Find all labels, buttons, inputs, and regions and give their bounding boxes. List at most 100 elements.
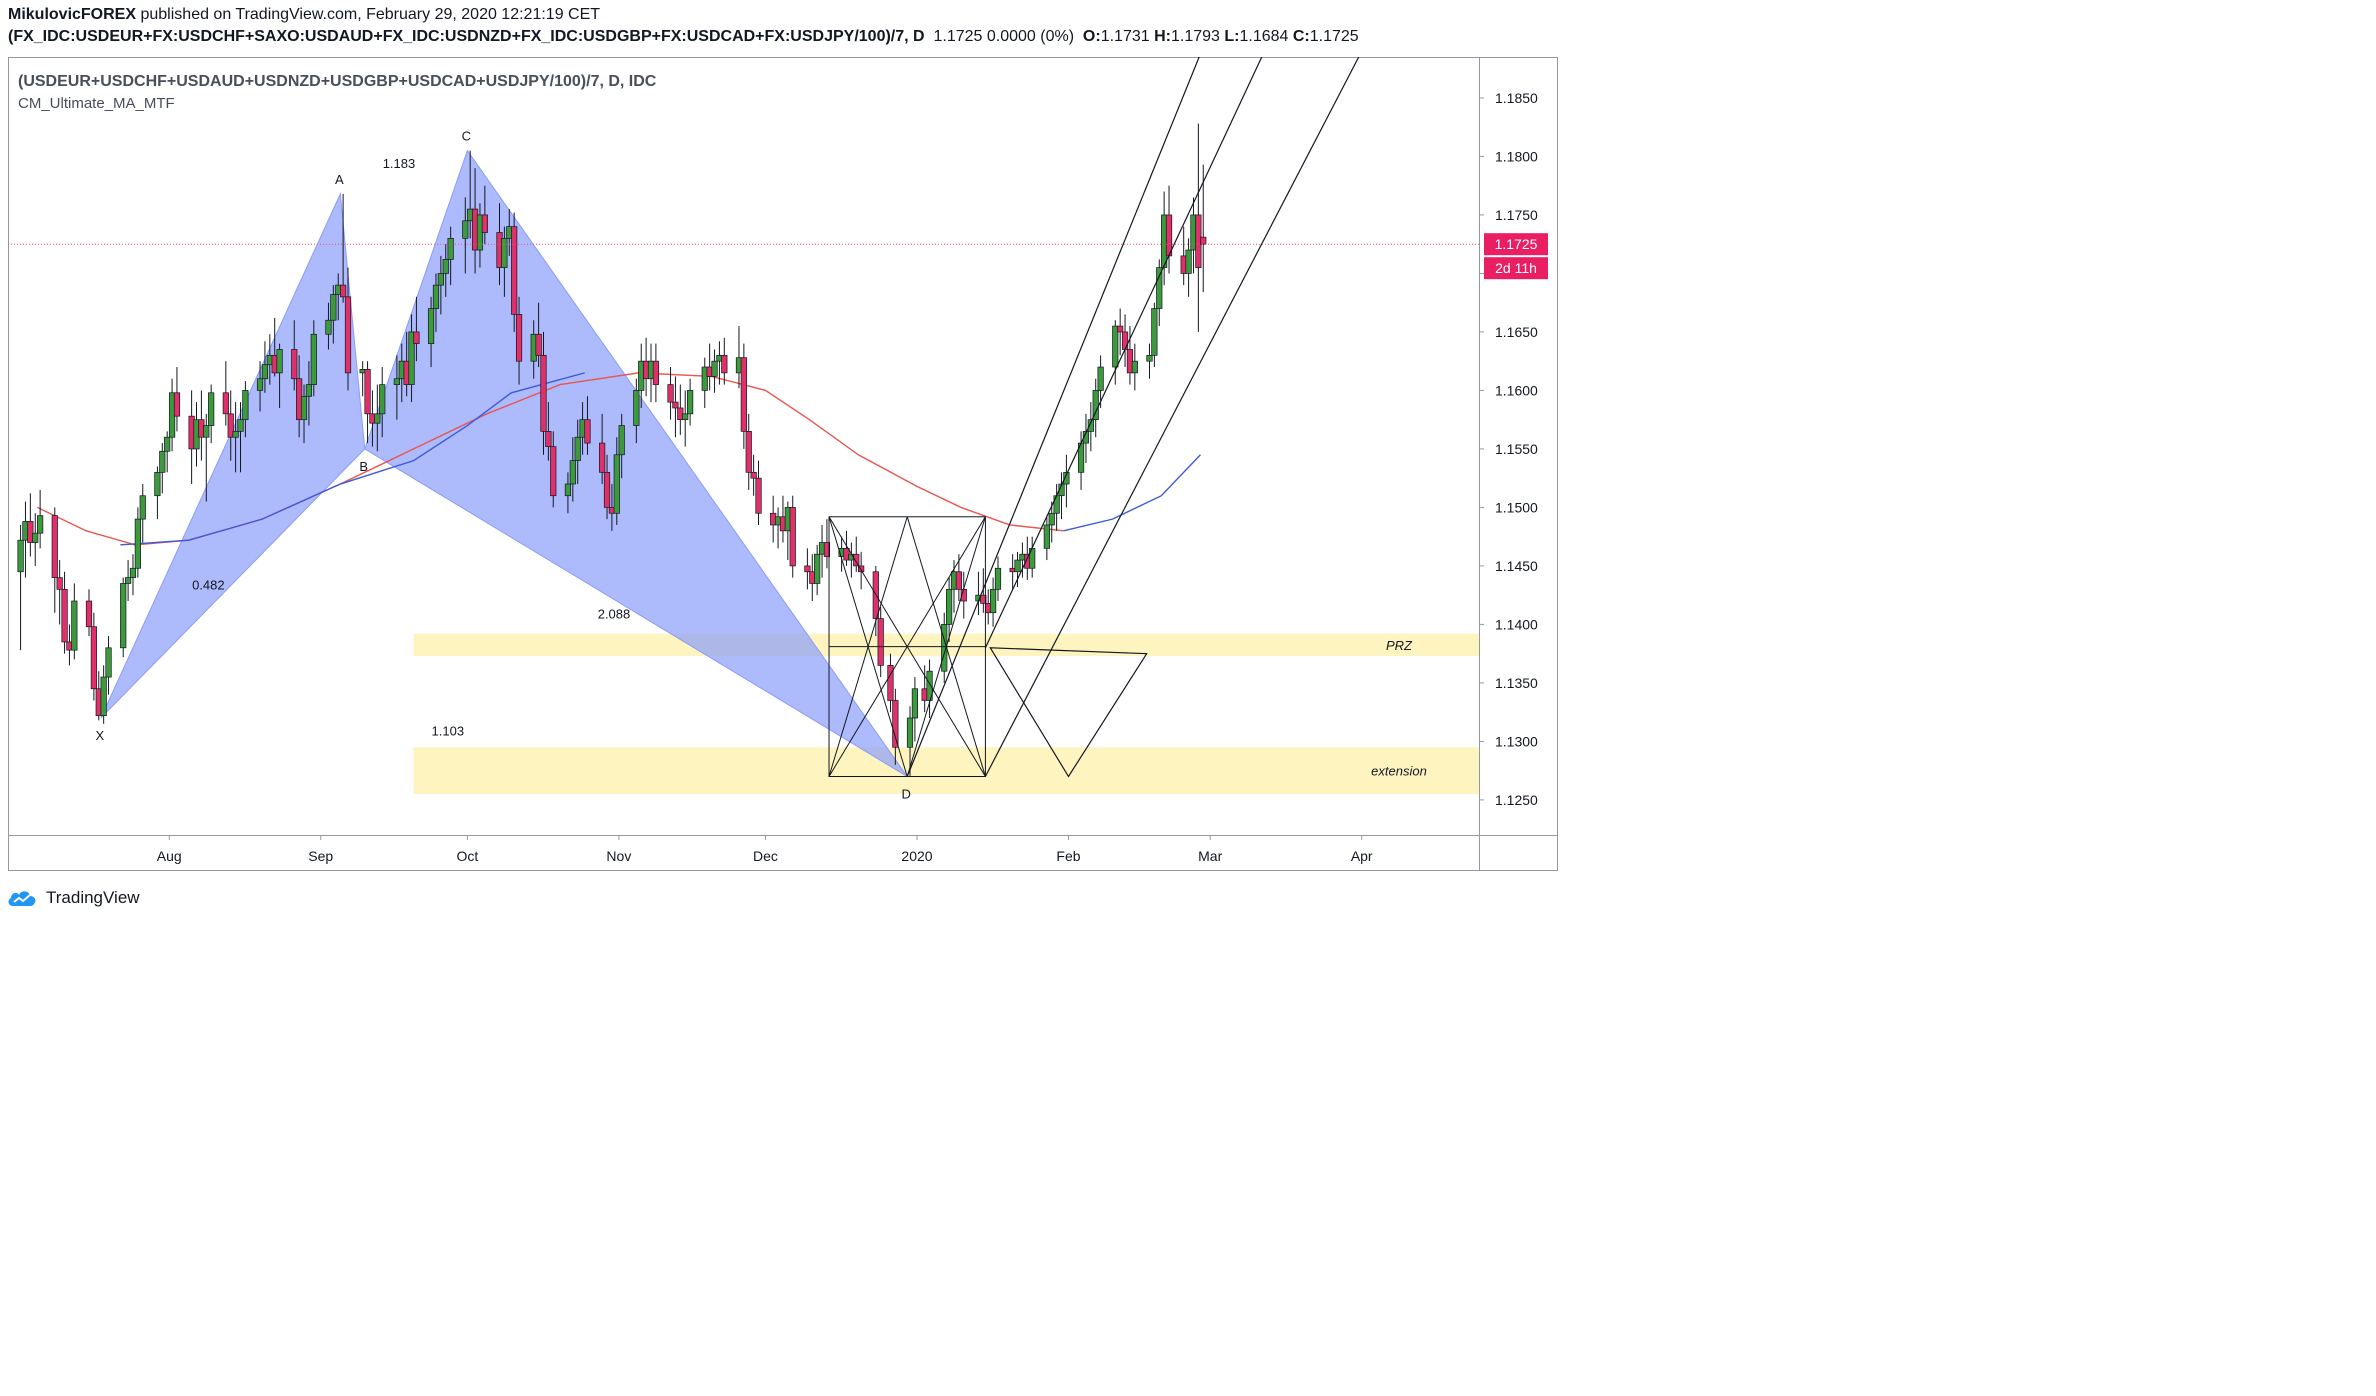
harmonic-xab-triangle[interactable] (100, 191, 366, 719)
candle[interactable] (994, 567, 1002, 590)
candle[interactable] (227, 413, 234, 438)
candle[interactable] (134, 518, 141, 569)
candle[interactable] (344, 296, 352, 374)
candle[interactable] (755, 477, 762, 514)
candle[interactable] (1121, 331, 1129, 350)
candle[interactable] (1063, 471, 1070, 485)
candle[interactable] (442, 259, 449, 274)
chart-frame[interactable]: PRZ extension X A B C D 0.482 1.183 2.088 1.103 1.… (8, 57, 1558, 871)
candle[interactable] (413, 331, 420, 344)
candle[interactable] (325, 319, 332, 335)
candle[interactable] (686, 390, 694, 415)
candle[interactable] (447, 237, 454, 260)
candle[interactable] (232, 431, 239, 438)
candle[interactable] (682, 413, 689, 421)
legend-title[interactable]: (USDEUR+USDCHF+USDAUD+USDNZD+USDGBP+USDC… (18, 73, 657, 90)
candle[interactable] (672, 401, 679, 409)
candle[interactable] (1156, 267, 1163, 309)
candle[interactable] (564, 483, 572, 497)
candle[interactable] (27, 521, 34, 543)
projection-triangle[interactable] (989, 647, 1148, 778)
candle[interactable] (237, 419, 244, 432)
candle[interactable] (159, 450, 166, 473)
candle[interactable] (379, 384, 386, 415)
candle[interactable] (462, 220, 469, 239)
candle[interactable] (574, 436, 581, 461)
candle[interactable] (1117, 325, 1124, 333)
candle[interactable] (721, 354, 728, 374)
channel-line[interactable] (984, 57, 1268, 649)
candle[interactable] (276, 349, 283, 374)
candle[interactable] (437, 273, 444, 286)
candle[interactable] (481, 214, 488, 233)
candle[interactable] (374, 413, 381, 424)
candle[interactable] (569, 460, 576, 485)
channel-line[interactable] (906, 57, 1205, 777)
candle[interactable] (599, 442, 606, 473)
candle[interactable] (745, 431, 752, 473)
candle[interactable] (711, 360, 718, 377)
candle[interactable] (633, 390, 640, 426)
candle[interactable] (242, 390, 249, 421)
candle[interactable] (877, 618, 884, 666)
candle[interactable] (1048, 512, 1055, 526)
candle[interactable] (853, 553, 860, 567)
candle[interactable] (946, 588, 953, 625)
candle[interactable] (501, 237, 508, 268)
candle[interactable] (71, 600, 78, 651)
candle[interactable] (701, 366, 708, 391)
candle[interactable] (340, 284, 347, 298)
candle[interactable] (129, 567, 137, 578)
candle[interactable] (892, 700, 899, 748)
candle[interactable] (203, 425, 210, 438)
candle[interactable] (823, 542, 831, 557)
author-name[interactable]: MikulovicFOREX (8, 6, 137, 23)
candle[interactable] (667, 384, 674, 403)
price-chart[interactable]: PRZ extension X A B C D 0.482 1.183 2.088 1.103 1.… (8, 57, 1558, 871)
time-axis[interactable]: Aug Sep Oct Nov Dec 2020 Feb Mar Apr (157, 835, 1373, 864)
candle[interactable] (261, 364, 269, 380)
footer-branding[interactable]: TradingView (6, 885, 140, 911)
candle[interactable] (535, 333, 542, 356)
candle[interactable] (1185, 249, 1192, 274)
candle[interactable] (222, 392, 229, 415)
candle[interactable] (955, 571, 962, 590)
candle[interactable] (1151, 308, 1158, 356)
candle[interactable] (740, 357, 747, 432)
candle[interactable] (51, 515, 58, 578)
candle[interactable] (300, 395, 308, 421)
candle[interactable] (56, 577, 63, 590)
candle[interactable] (85, 600, 93, 628)
candle[interactable] (100, 676, 107, 717)
channel-line[interactable] (984, 57, 1366, 777)
candle[interactable] (310, 333, 317, 385)
candle[interactable] (256, 378, 264, 391)
candle[interactable] (1131, 360, 1138, 374)
candle[interactable] (139, 495, 146, 520)
candle[interactable] (926, 670, 933, 701)
candle[interactable] (515, 314, 523, 362)
candle[interactable] (603, 471, 611, 508)
candle[interactable] (32, 532, 39, 543)
candle[interactable] (550, 446, 557, 497)
candle[interactable] (208, 392, 215, 426)
candle[interactable] (814, 553, 821, 584)
candle[interactable] (90, 626, 97, 690)
candle[interactable] (1112, 325, 1119, 368)
candle[interactable] (1082, 431, 1090, 444)
candle[interactable] (911, 688, 919, 719)
candle[interactable] (545, 431, 552, 447)
candle[interactable] (393, 378, 400, 385)
candle[interactable] (980, 594, 987, 604)
candle[interactable] (1014, 559, 1021, 573)
legend-indicator[interactable]: CM_Ultimate_MA_MTF (18, 95, 175, 112)
candle[interactable] (124, 577, 132, 584)
harmonic-pattern[interactable] (100, 149, 908, 777)
candle[interactable] (37, 515, 44, 534)
candle[interactable] (164, 436, 171, 452)
candle[interactable] (305, 384, 313, 397)
candle[interactable] (61, 588, 68, 643)
candle[interactable] (154, 471, 161, 497)
candle[interactable] (364, 369, 371, 415)
candle[interactable] (584, 419, 591, 444)
